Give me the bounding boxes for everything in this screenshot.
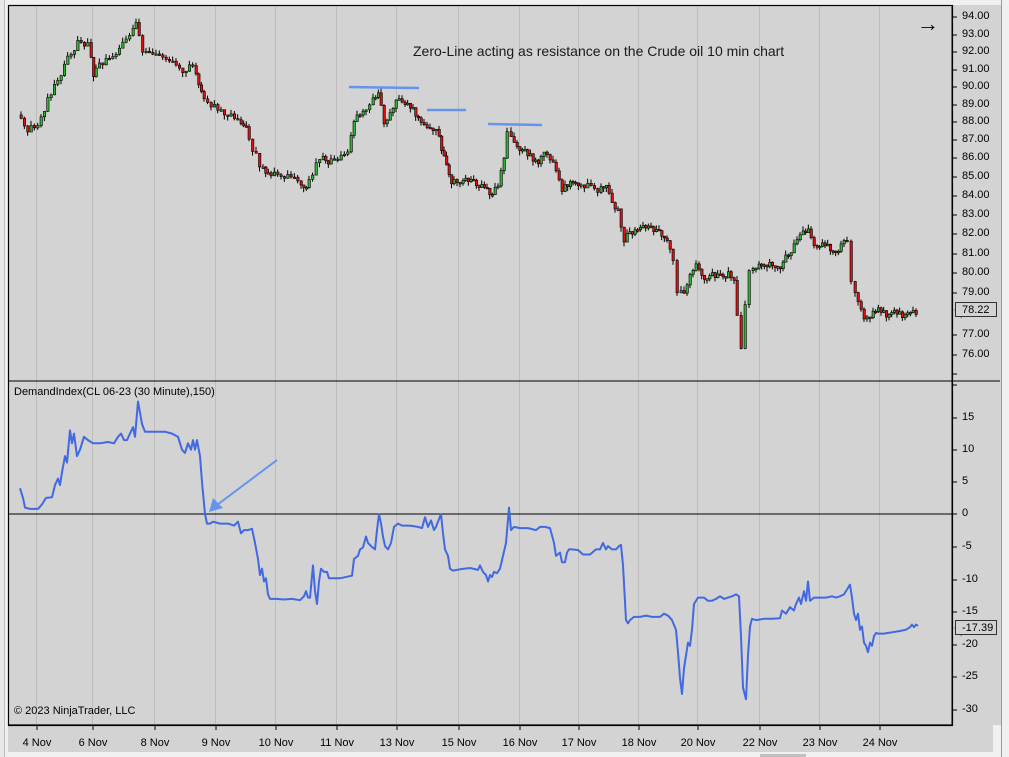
- indicator-tick-label: -10: [962, 573, 978, 585]
- indicator-tick-label: 15: [962, 411, 975, 423]
- scroll-to-latest-arrow-icon[interactable]: →: [917, 11, 939, 36]
- resistance-line: [487, 122, 543, 127]
- time-tick-label: 16 Nov: [502, 737, 538, 749]
- indicator-tick-label: -5: [962, 540, 972, 552]
- time-tick-label: 11 Nov: [319, 737, 355, 749]
- indicator-tick-label: -30: [962, 703, 978, 715]
- time-tick-label: 17 Nov: [561, 737, 597, 749]
- plot-area: [8, 5, 952, 725]
- price-tick-label: 85.00: [962, 170, 990, 182]
- last-price-tag: 78.22: [955, 302, 997, 317]
- time-tick-label: 13 Nov: [379, 737, 415, 749]
- time-tick-label: 8 Nov: [140, 737, 170, 749]
- indicator-tick-label: -15: [962, 605, 978, 617]
- window-right-edge: [1001, 0, 1009, 757]
- last-indicator-tag: -17.39: [955, 620, 997, 635]
- time-tick-label: 9 Nov: [201, 737, 231, 749]
- indicator-tick-label: -25: [962, 670, 978, 682]
- price-tick-label: 86.00: [962, 151, 990, 163]
- price-tick-label: 88.00: [962, 115, 990, 127]
- price-tick-label: 94.00: [962, 10, 990, 22]
- time-tick-label: 10 Nov: [258, 737, 294, 749]
- price-tick-label: 90.00: [962, 80, 990, 92]
- price-tick-label: 77.00: [962, 328, 990, 340]
- price-tick-label: 76.00: [962, 348, 990, 360]
- time-tick-label: 20 Nov: [680, 737, 716, 749]
- demand-index-line: [19, 400, 919, 701]
- price-tick-label: 83.00: [962, 208, 990, 220]
- time-tick-label: 15 Nov: [441, 737, 477, 749]
- price-tick-label: 81.00: [962, 247, 990, 259]
- price-tick-label: 80.00: [962, 266, 990, 278]
- price-tick-label: 91.00: [962, 63, 990, 75]
- resistance-line: [348, 85, 420, 90]
- time-axis-area: [8, 725, 993, 752]
- time-tick-label: 18 Nov: [621, 737, 657, 749]
- arrow-head-icon: [209, 498, 223, 512]
- time-tick-label: 6 Nov: [78, 737, 108, 749]
- price-tick-label: 79.00: [962, 286, 990, 298]
- price-tick-label: 92.00: [962, 45, 990, 57]
- chart-annotation-text: Zero-Line acting as resistance on the Cr…: [413, 43, 785, 59]
- time-tick-label: 23 Nov: [802, 737, 838, 749]
- annotation-arrow: [216, 459, 278, 506]
- indicator-tick-label: 10: [962, 443, 975, 455]
- copyright-text: © 2023 NinjaTrader, LLC: [14, 705, 136, 717]
- price-candles: [19, 18, 918, 350]
- price-tick-label: 93.00: [962, 28, 990, 40]
- time-tick-label: 24 Nov: [862, 737, 898, 749]
- time-tick-label: 4 Nov: [22, 737, 52, 749]
- indicator-tick-label: 5: [962, 475, 969, 487]
- indicator-tick-label: 0: [962, 507, 969, 519]
- time-tick-label: 22 Nov: [742, 737, 778, 749]
- price-tick-label: 82.00: [962, 227, 990, 239]
- price-tick-label: 87.00: [962, 133, 990, 145]
- price-tick-label: 84.00: [962, 189, 990, 201]
- indicator-label: DemandIndex(CL 06-23 (30 Minute),150): [14, 386, 215, 398]
- price-tick-label: 89.00: [962, 98, 990, 110]
- window-left-edge: [0, 0, 5, 757]
- axis-area: [952, 5, 1001, 725]
- indicator-tick-label: -20: [962, 638, 978, 650]
- horizontal-scrollbar-thumb[interactable]: [760, 754, 806, 757]
